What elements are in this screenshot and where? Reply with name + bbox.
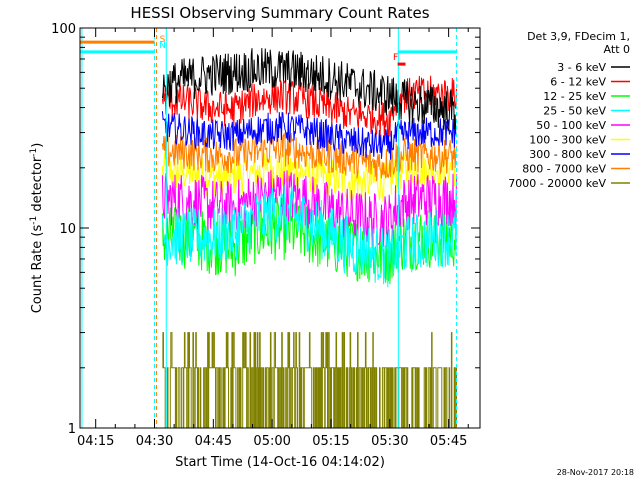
axes-layer: 04:15 04:30 04:45 05:00 05:15 05:30 05:45 1 10 10… bbox=[51, 22, 480, 449]
annotation-n: N bbox=[159, 41, 166, 51]
legend-title-0: Det 3,9, FDecim 1, bbox=[527, 30, 630, 43]
x-tick-label-1: 04:30 bbox=[136, 434, 173, 449]
x-tick-label-0: 04:15 bbox=[77, 434, 114, 449]
legend-label-4: 50 - 100 keV bbox=[536, 119, 606, 132]
x-tick-label-6: 05:45 bbox=[430, 434, 467, 449]
y-axis-label: Count Rate (s-1 detector-1) bbox=[29, 143, 45, 314]
annotation-f: F bbox=[393, 53, 398, 63]
annotation-s: S bbox=[160, 35, 166, 45]
footer-timestamp: 28-Nov-2017 20:18 bbox=[557, 468, 634, 477]
chart-title: HESSI Observing Summary Count Rates bbox=[130, 4, 429, 22]
legend-label-0: 3 - 6 keV bbox=[557, 61, 606, 74]
series-line-6 bbox=[161, 111, 457, 160]
y-tick-label-0: 1 bbox=[68, 422, 76, 437]
series-line-2 bbox=[161, 196, 457, 285]
legend: Det 3,9, FDecim 1,Att 0 3 - 6 keV 6 - 12 k… bbox=[508, 30, 630, 190]
legend-label-8: 7000 - 20000 keV bbox=[508, 177, 606, 190]
x-tick-label-2: 04:45 bbox=[195, 434, 232, 449]
x-tick-label-3: 05:00 bbox=[253, 434, 290, 449]
legend-label-1: 6 - 12 keV bbox=[550, 76, 606, 89]
series-line-4 bbox=[161, 170, 457, 248]
series-line-0 bbox=[161, 48, 457, 132]
series-line-1 bbox=[161, 75, 457, 137]
legend-label-5: 100 - 300 keV bbox=[529, 134, 606, 147]
series-line-3 bbox=[161, 184, 457, 288]
legend-label-7: 800 - 7000 keV bbox=[522, 163, 606, 176]
x-tick-label-4: 05:15 bbox=[312, 434, 349, 449]
y-tick-label-2: 100 bbox=[51, 22, 76, 37]
x-tick-label-5: 05:30 bbox=[371, 434, 408, 449]
series-line-8 bbox=[162, 332, 457, 429]
legend-title-1: Att 0 bbox=[604, 43, 630, 56]
series-line-7 bbox=[161, 132, 457, 182]
legend-label-2: 12 - 25 keV bbox=[543, 90, 606, 103]
legend-label-6: 300 - 800 keV bbox=[529, 148, 606, 161]
legend-label-3: 25 - 50 keV bbox=[543, 105, 606, 118]
x-axis-label: Start Time (14-Oct-16 04:14:02) bbox=[175, 455, 385, 470]
y-tick-label-1: 10 bbox=[59, 222, 76, 237]
